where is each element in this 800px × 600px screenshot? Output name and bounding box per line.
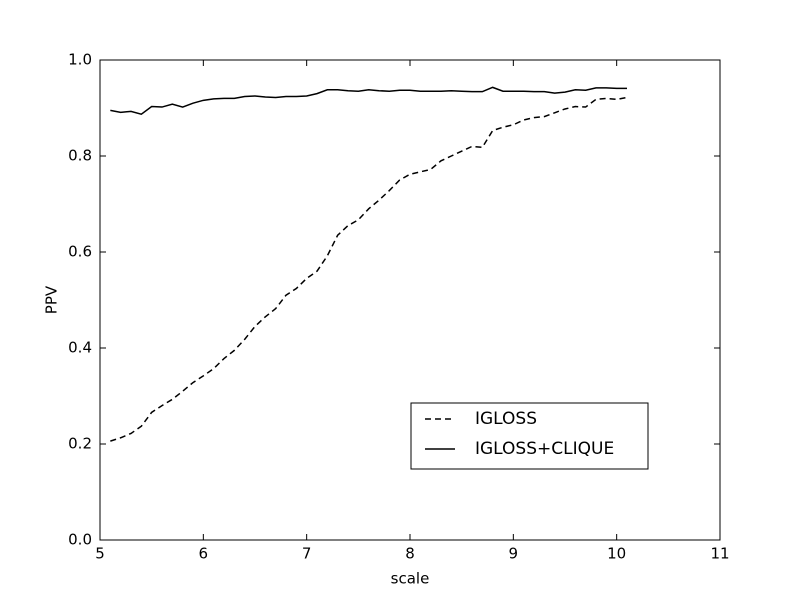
x-tick-label: 8 bbox=[405, 545, 415, 563]
y-tick-label: 0.0 bbox=[68, 531, 92, 549]
x-tick-label: 10 bbox=[607, 545, 626, 563]
x-axis-label: scale bbox=[391, 570, 430, 588]
x-tick-label: 5 bbox=[95, 545, 105, 563]
x-tick-label: 7 bbox=[302, 545, 312, 563]
plot-frame bbox=[99, 59, 721, 541]
y-axis-label: PPV bbox=[43, 285, 61, 314]
x-tick-label: 11 bbox=[710, 545, 729, 563]
line-series bbox=[110, 96, 628, 442]
legend-label: IGLOSS bbox=[475, 409, 537, 429]
y-tick-label: 0.8 bbox=[68, 147, 92, 165]
y-tick-label: 0.2 bbox=[68, 435, 92, 453]
y-tick-label: 0.6 bbox=[68, 243, 92, 261]
x-tick-label: 9 bbox=[509, 545, 519, 563]
y-tick-label: 1.0 bbox=[68, 51, 92, 69]
line-series bbox=[110, 86, 627, 116]
x-tick-label: 6 bbox=[199, 545, 209, 563]
y-tick-label: 0.4 bbox=[68, 339, 92, 357]
legend-label: IGLOSS+CLIQUE bbox=[475, 439, 614, 459]
legend-box bbox=[410, 402, 649, 470]
